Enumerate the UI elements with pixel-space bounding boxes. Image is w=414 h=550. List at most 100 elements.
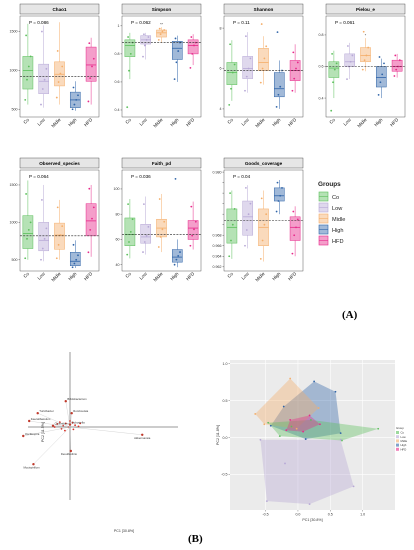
y-tick-label: 0.6 <box>319 65 324 69</box>
data-point <box>347 45 349 47</box>
pcoa-point-hfd <box>285 429 288 432</box>
x-label-co: Co <box>124 271 132 279</box>
data-point <box>249 57 252 60</box>
x-label-midle: Midle <box>152 271 164 283</box>
taxon-point <box>51 424 55 427</box>
x-label-low: Low <box>138 117 148 127</box>
data-point <box>57 81 60 83</box>
data-point <box>276 181 279 184</box>
data-point <box>395 68 398 71</box>
data-point <box>88 187 91 190</box>
pcoa-point-high <box>304 438 307 440</box>
data-point <box>292 51 295 54</box>
taxon-label: Romboutsia <box>73 409 88 413</box>
pcoa-point-hfd <box>319 423 321 426</box>
data-point <box>75 99 78 101</box>
data-point <box>247 213 250 216</box>
data-point <box>126 253 129 256</box>
data-point <box>265 45 268 48</box>
pcoa-point-hfd <box>289 418 292 421</box>
taxon-label: Turicibacter <box>39 409 54 413</box>
x-label-low: Low <box>138 271 148 281</box>
box-low <box>242 200 254 236</box>
data-point <box>73 103 76 106</box>
x-label-low: Low <box>240 271 250 281</box>
data-point <box>275 210 278 213</box>
strip-background <box>325 3 406 15</box>
x-label-hfd: HFD <box>185 117 196 128</box>
x-label-low: Low <box>342 117 352 127</box>
strip-title: Faith_pd <box>152 161 171 166</box>
data-point <box>142 251 144 253</box>
data-point <box>143 33 145 36</box>
taxon-point <box>64 400 67 403</box>
data-point <box>231 71 234 74</box>
data-point <box>244 89 246 92</box>
data-point <box>245 186 247 189</box>
pcoa-point-midle <box>317 407 320 409</box>
data-point <box>296 61 299 64</box>
box-hfd <box>289 216 301 241</box>
data-point <box>91 217 93 220</box>
y-tick-label: 1000 <box>10 221 18 225</box>
pcoa-point-low <box>259 438 262 441</box>
taxon-label: Mucispirillum <box>23 465 40 469</box>
pcoa-legend-key-low <box>396 435 399 439</box>
pcoa-point-midle <box>295 427 298 430</box>
data-point <box>228 255 231 258</box>
sample-point <box>62 424 65 427</box>
box-high <box>273 72 285 98</box>
data-point <box>229 43 231 46</box>
pcoa-point-co <box>309 418 312 421</box>
strip-title: Pielou_e <box>356 7 375 12</box>
strip-background <box>121 157 202 169</box>
data-point <box>25 34 27 37</box>
pcoa-point-high <box>282 405 285 408</box>
p-value: P = 0.061 <box>335 20 355 25</box>
box-hfd <box>85 203 97 237</box>
sample-point <box>72 428 75 431</box>
data-point <box>259 81 262 84</box>
x-label-hfd: HFD <box>287 271 298 282</box>
data-point <box>92 57 95 60</box>
taxon-arrow <box>37 413 71 428</box>
hull-co <box>268 419 379 441</box>
x-label-midle: Midle <box>50 117 62 129</box>
p-value: P = 0.062 <box>131 20 151 25</box>
data-point <box>159 236 162 238</box>
x-label-low: Low <box>36 271 46 281</box>
data-point <box>45 227 48 230</box>
sample-point <box>77 425 80 428</box>
data-point <box>89 228 92 231</box>
data-point <box>233 208 236 210</box>
box-midle <box>156 29 167 38</box>
data-point <box>147 225 150 228</box>
y-tick-label: 60 <box>116 238 120 242</box>
hull-high <box>270 381 341 440</box>
y-tick-label: 1.0 <box>223 362 228 366</box>
y-tick-label: 0.966 <box>213 244 222 248</box>
data-point <box>346 78 348 81</box>
data-point <box>349 60 352 63</box>
pcoa-legend-label-low: Low <box>401 435 407 439</box>
p-value: P = 0.086 <box>29 20 49 25</box>
pcoa-legend-label-co: Co <box>401 431 405 435</box>
data-point <box>77 94 79 97</box>
data-point <box>174 177 177 180</box>
data-point <box>233 63 236 66</box>
biplot-area <box>16 352 180 520</box>
strip-background <box>223 3 304 15</box>
data-point <box>87 251 90 254</box>
hull-midle <box>255 378 319 429</box>
data-point <box>61 225 64 228</box>
data-point <box>362 30 365 33</box>
data-point <box>158 198 161 200</box>
significance-mark: * <box>365 34 367 38</box>
data-point <box>365 54 368 57</box>
box-hfd <box>391 59 403 72</box>
data-point <box>157 38 160 41</box>
y-tick-label: 0.0 <box>223 436 228 440</box>
data-point <box>145 38 148 41</box>
taxon-point <box>68 423 72 426</box>
